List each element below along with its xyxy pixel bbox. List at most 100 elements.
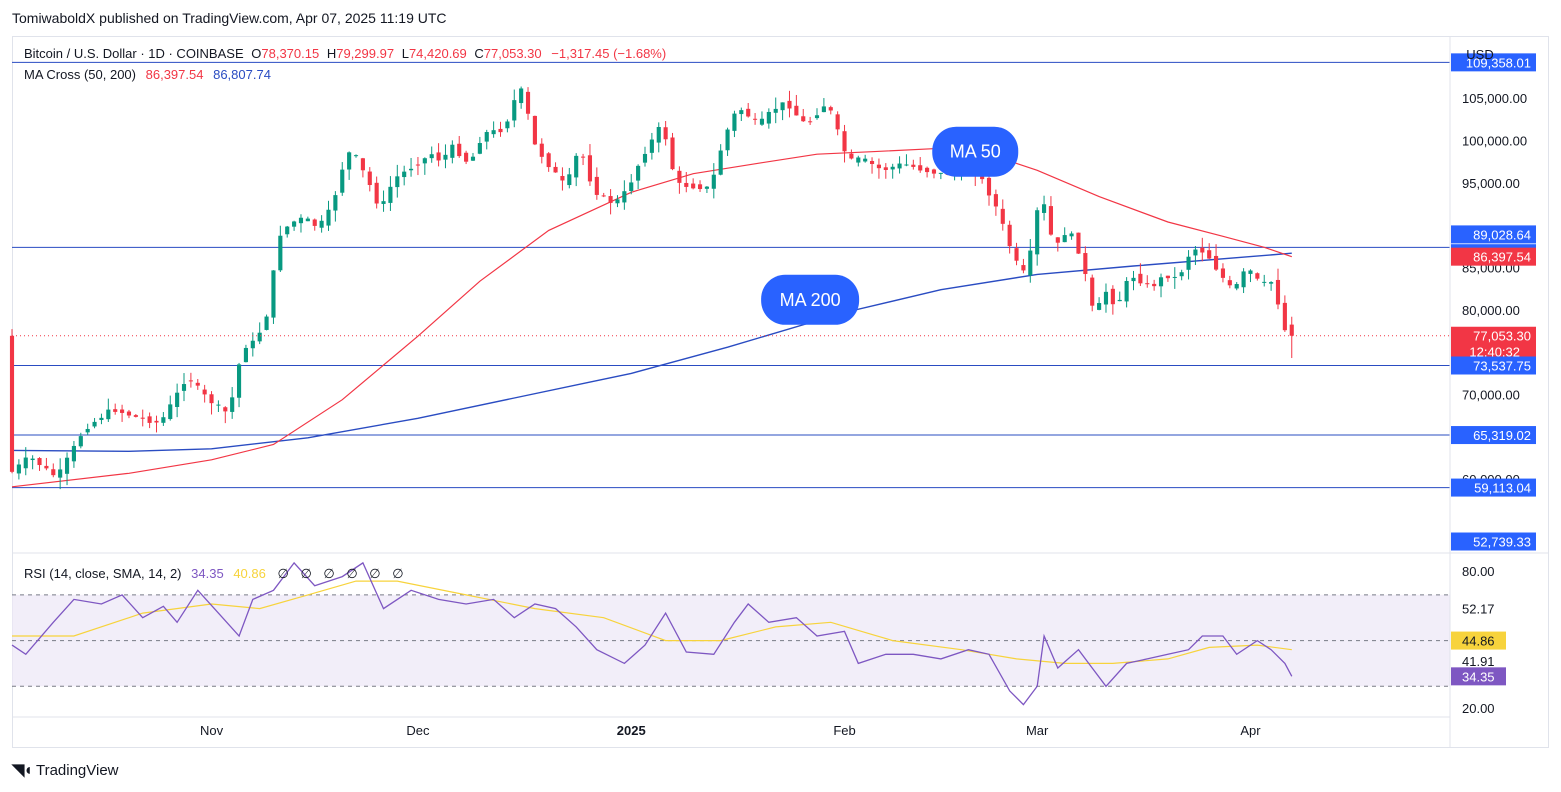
candle-body xyxy=(491,130,496,135)
legend-ma50-value: 86,397.54 xyxy=(146,67,204,82)
candle-body xyxy=(1275,279,1281,305)
price-axis-tag-label: 89,028.64 xyxy=(1473,227,1531,242)
candle-body xyxy=(739,110,744,115)
callout-label: MA 200 xyxy=(780,290,841,310)
candle-body xyxy=(395,176,400,188)
candle-body xyxy=(457,143,462,157)
candle-body xyxy=(1262,281,1267,283)
candle-body xyxy=(450,144,455,158)
candle-body xyxy=(1241,271,1246,288)
candle-body xyxy=(1076,232,1081,254)
legend-close-label: C xyxy=(474,46,483,61)
candle-body xyxy=(656,126,661,143)
candle-body xyxy=(347,152,352,170)
candle-body xyxy=(938,172,943,174)
candle-body xyxy=(1234,284,1239,289)
candle-body xyxy=(1165,275,1170,279)
candle-body xyxy=(223,407,228,412)
tradingview-footer[interactable]: ◥◖ TradingView xyxy=(12,760,119,780)
rsi-tick-label: 80.00 xyxy=(1462,564,1495,579)
candle-body xyxy=(381,201,386,204)
candle-body xyxy=(587,155,593,182)
candle-body xyxy=(1124,280,1129,302)
candle-body xyxy=(285,226,290,235)
time-tick-label: Mar xyxy=(1026,723,1049,738)
candle-body xyxy=(1138,273,1143,284)
candle-body xyxy=(814,115,820,119)
rsi-tick-label: 20.00 xyxy=(1462,701,1495,716)
candle-body xyxy=(863,158,868,162)
legend-change: −1,317.45 (−1.68%) xyxy=(551,46,666,61)
candle-body xyxy=(649,139,654,153)
candle-body xyxy=(677,170,682,183)
price-tick-label: 105,000.00 xyxy=(1462,91,1527,106)
candle-body xyxy=(216,404,221,406)
candle-body xyxy=(367,171,372,186)
candle-body xyxy=(835,114,840,130)
legend-rsi-null-6: ∅ xyxy=(392,566,403,581)
candle-body xyxy=(732,113,737,131)
price-axis[interactable]: 105,000.00100,000.0095,000.0085,000.0080… xyxy=(1449,36,1536,748)
candle-body xyxy=(360,158,365,171)
candle-body xyxy=(553,166,558,173)
candle-body xyxy=(897,163,902,169)
rsi-sma-tag xyxy=(1451,631,1506,650)
candle-body xyxy=(44,465,49,469)
legend-ma-label: MA Cross (50, 200) xyxy=(24,67,136,82)
ma-callout: MA 200 xyxy=(761,274,860,325)
candle-body xyxy=(120,409,125,413)
legend-high-label: H xyxy=(327,46,336,61)
candle-body xyxy=(581,156,586,158)
time-tick-label: Feb xyxy=(833,723,855,738)
price-tick-label: 100,000.00 xyxy=(1462,134,1527,149)
legend-rsi-null-4: ∅ xyxy=(346,566,357,581)
candle-body xyxy=(1021,265,1026,271)
legend-high-value: 79,299.97 xyxy=(336,46,394,61)
candle-body xyxy=(340,169,345,193)
candle-body xyxy=(147,416,152,423)
legend-rsi-null-2: ∅ xyxy=(300,566,311,581)
callout-bubble xyxy=(761,274,860,325)
candle-body xyxy=(236,364,242,398)
time-axis[interactable]: Nov Dec 2025 Feb Mar Apr xyxy=(12,716,1450,738)
candle-body xyxy=(787,100,792,109)
candle-body xyxy=(99,417,104,421)
candle-body xyxy=(567,174,572,186)
candle-body xyxy=(113,409,118,412)
candle-body xyxy=(711,174,716,189)
callout-bubble xyxy=(932,126,1019,177)
time-tick-label: Nov xyxy=(200,723,224,738)
candle-body xyxy=(856,157,861,163)
legend-rsi-label: RSI (14, close, SMA, 14, 2) xyxy=(24,566,182,581)
candle-body xyxy=(883,167,888,170)
candle-body xyxy=(1041,204,1047,213)
main-pane[interactable]: MA 50 MA 200 xyxy=(9,61,1549,554)
candle-body xyxy=(58,469,63,478)
candle-body xyxy=(753,118,758,120)
candle-body xyxy=(601,195,606,197)
candle-body xyxy=(821,106,826,113)
candle-body xyxy=(230,397,235,412)
candle-body xyxy=(642,153,648,163)
candle-body xyxy=(505,121,510,129)
candle-body xyxy=(615,199,620,204)
candle-body xyxy=(746,108,751,117)
candle-body xyxy=(188,380,193,382)
candle-body xyxy=(1103,291,1109,305)
time-tick-label: 2025 xyxy=(617,723,646,738)
candle-body xyxy=(1145,283,1150,285)
candle-body xyxy=(78,436,83,447)
candle-body xyxy=(175,392,180,407)
candle-body xyxy=(519,88,524,104)
rsi-pane[interactable] xyxy=(11,561,1450,706)
currency-label[interactable]: USD xyxy=(1466,47,1493,62)
price-axis-tag-label: 52,739.33 xyxy=(1473,535,1531,550)
legend-low-value: 74,420.69 xyxy=(409,46,467,61)
candle-body xyxy=(37,458,42,466)
candle-body xyxy=(374,182,379,204)
candle-body xyxy=(422,158,427,164)
candle-body xyxy=(842,131,847,152)
legend-low-label: L xyxy=(402,46,409,61)
candle-body xyxy=(697,184,703,190)
